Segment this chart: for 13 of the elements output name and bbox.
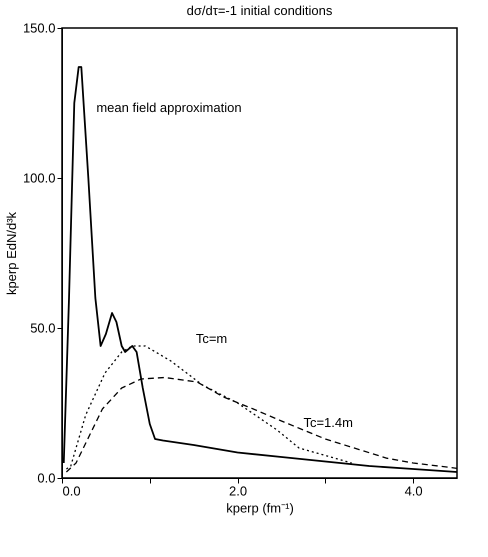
x-tick-label: 0.0 bbox=[62, 484, 81, 498]
text: Tc=m bbox=[196, 331, 228, 346]
y-tick-label: 0.0 bbox=[37, 470, 56, 486]
series-label: mean field approximation bbox=[96, 100, 242, 115]
x-axis-title: kperp (fm⁻¹) bbox=[226, 500, 294, 516]
y-tick-label: 100.0 bbox=[22, 170, 56, 186]
y-axis-title: kperp EdN/d³k bbox=[4, 211, 19, 296]
series-label: Tc=1.4m bbox=[303, 415, 353, 430]
y-tick-label: 50.0 bbox=[30, 320, 56, 336]
chart-title: dσ/dτ=-1 initial conditions bbox=[186, 3, 333, 18]
y-tick-label: 150.0 bbox=[22, 20, 56, 36]
x-tick-label: 4.0 bbox=[404, 484, 423, 498]
x-tick-label: 2.0 bbox=[229, 484, 248, 498]
